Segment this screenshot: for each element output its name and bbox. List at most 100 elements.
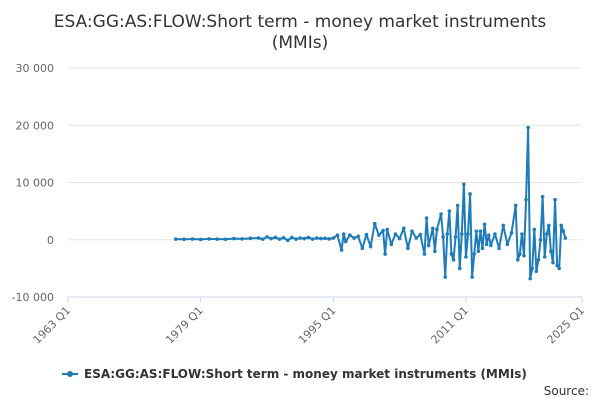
data-point[interactable] (335, 233, 340, 237)
data-point[interactable] (383, 252, 387, 256)
data-point[interactable] (480, 246, 485, 251)
data-point[interactable] (493, 232, 497, 236)
data-point[interactable] (343, 239, 348, 244)
data-point[interactable] (563, 236, 568, 240)
data-point[interactable] (484, 242, 489, 247)
data-point[interactable] (513, 203, 518, 208)
data-point[interactable] (515, 257, 520, 262)
data-point[interactable] (528, 276, 532, 281)
data-point[interactable] (547, 223, 551, 228)
data-point[interactable] (536, 257, 541, 262)
data-point[interactable] (474, 229, 479, 233)
data-point[interactable] (459, 232, 464, 236)
data-point[interactable] (520, 232, 524, 236)
data-point[interactable] (441, 235, 445, 239)
data-point[interactable] (451, 257, 456, 262)
data-point[interactable] (368, 244, 373, 249)
data-point[interactable] (522, 253, 526, 258)
data-point[interactable] (478, 229, 483, 233)
data-point[interactable] (256, 236, 261, 240)
data-point[interactable] (439, 212, 443, 216)
data-point[interactable] (534, 269, 539, 274)
data-point[interactable] (449, 252, 454, 256)
data-point[interactable] (422, 252, 427, 256)
data-point[interactable] (385, 227, 389, 232)
data-point[interactable] (360, 246, 365, 251)
data-point[interactable] (526, 125, 530, 130)
data-point[interactable] (310, 237, 315, 241)
data-point[interactable] (397, 236, 402, 241)
data-point[interactable] (561, 229, 566, 233)
source-label[interactable]: Source: (544, 384, 589, 398)
data-point[interactable] (240, 237, 244, 241)
data-point[interactable] (198, 237, 203, 242)
data-point[interactable] (530, 266, 535, 271)
data-point[interactable] (182, 237, 186, 242)
data-point[interactable] (319, 236, 323, 241)
data-point[interactable] (331, 236, 336, 240)
data-point[interactable] (489, 243, 493, 248)
data-point[interactable] (544, 232, 549, 236)
data-point[interactable] (327, 237, 331, 241)
data-point[interactable] (418, 232, 423, 237)
data-point[interactable] (269, 236, 273, 241)
data-point[interactable] (559, 223, 564, 228)
data-point[interactable] (190, 237, 195, 241)
data-point[interactable] (401, 226, 406, 231)
data-point[interactable] (424, 216, 429, 220)
data-point[interactable] (298, 236, 302, 240)
data-point[interactable] (540, 195, 545, 199)
data-point[interactable] (364, 232, 369, 237)
data-point[interactable] (223, 237, 228, 242)
data-point[interactable] (173, 237, 178, 241)
data-point[interactable] (470, 275, 474, 279)
data-point[interactable] (453, 235, 458, 239)
legend[interactable]: ESA:GG:AS:FLOW:Short term - money market… (62, 367, 527, 381)
data-point[interactable] (410, 229, 414, 233)
data-point[interactable] (433, 249, 437, 253)
data-point[interactable] (393, 232, 398, 236)
data-point[interactable] (443, 275, 448, 279)
data-point[interactable] (549, 249, 553, 253)
data-point[interactable] (372, 221, 377, 226)
data-point[interactable] (538, 237, 543, 242)
data-point[interactable] (430, 226, 435, 231)
data-point[interactable] (457, 266, 462, 271)
data-point[interactable] (277, 237, 282, 241)
data-point[interactable] (281, 235, 286, 240)
data-point[interactable] (476, 249, 481, 253)
data-point[interactable] (445, 232, 450, 236)
data-point[interactable] (314, 236, 319, 240)
data-point[interactable] (462, 182, 466, 187)
data-point[interactable] (232, 236, 236, 241)
data-point[interactable] (285, 238, 290, 243)
data-point[interactable] (414, 236, 418, 240)
data-point[interactable] (435, 227, 439, 232)
data-point[interactable] (207, 237, 211, 241)
data-point[interactable] (381, 228, 385, 233)
data-point[interactable] (339, 248, 344, 252)
data-point[interactable] (468, 192, 472, 196)
data-point[interactable] (377, 233, 381, 237)
data-point[interactable] (352, 236, 356, 240)
data-point[interactable] (557, 266, 561, 271)
data-point[interactable] (472, 252, 477, 256)
data-point[interactable] (306, 235, 311, 240)
data-point[interactable] (532, 227, 537, 232)
data-point[interactable] (542, 255, 547, 259)
data-point[interactable] (447, 209, 452, 213)
data-point[interactable] (553, 197, 557, 202)
data-point[interactable] (348, 233, 352, 237)
data-point[interactable] (248, 236, 253, 241)
data-point[interactable] (341, 232, 346, 236)
data-point[interactable] (501, 223, 506, 228)
data-point[interactable] (482, 222, 487, 227)
data-point[interactable] (290, 235, 294, 240)
data-point[interactable] (518, 252, 522, 256)
data-point[interactable] (273, 235, 278, 240)
data-point[interactable] (555, 263, 559, 268)
data-point[interactable] (356, 234, 360, 239)
data-point[interactable] (426, 243, 431, 248)
data-point[interactable] (323, 236, 327, 241)
data-point[interactable] (486, 233, 491, 237)
